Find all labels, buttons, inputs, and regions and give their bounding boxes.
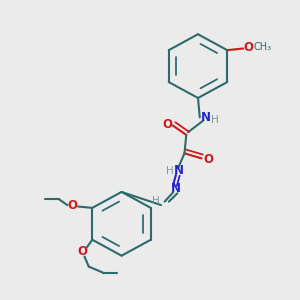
Text: H: H bbox=[211, 115, 219, 125]
Text: N: N bbox=[174, 164, 184, 177]
Text: O: O bbox=[244, 41, 254, 54]
Text: CH₃: CH₃ bbox=[254, 43, 272, 52]
Text: O: O bbox=[67, 199, 77, 212]
Text: H: H bbox=[166, 166, 173, 176]
Text: O: O bbox=[162, 118, 172, 131]
Text: N: N bbox=[171, 182, 181, 195]
Text: O: O bbox=[77, 245, 87, 258]
Text: H: H bbox=[152, 196, 160, 206]
Text: O: O bbox=[203, 153, 213, 166]
Text: N: N bbox=[201, 111, 211, 124]
